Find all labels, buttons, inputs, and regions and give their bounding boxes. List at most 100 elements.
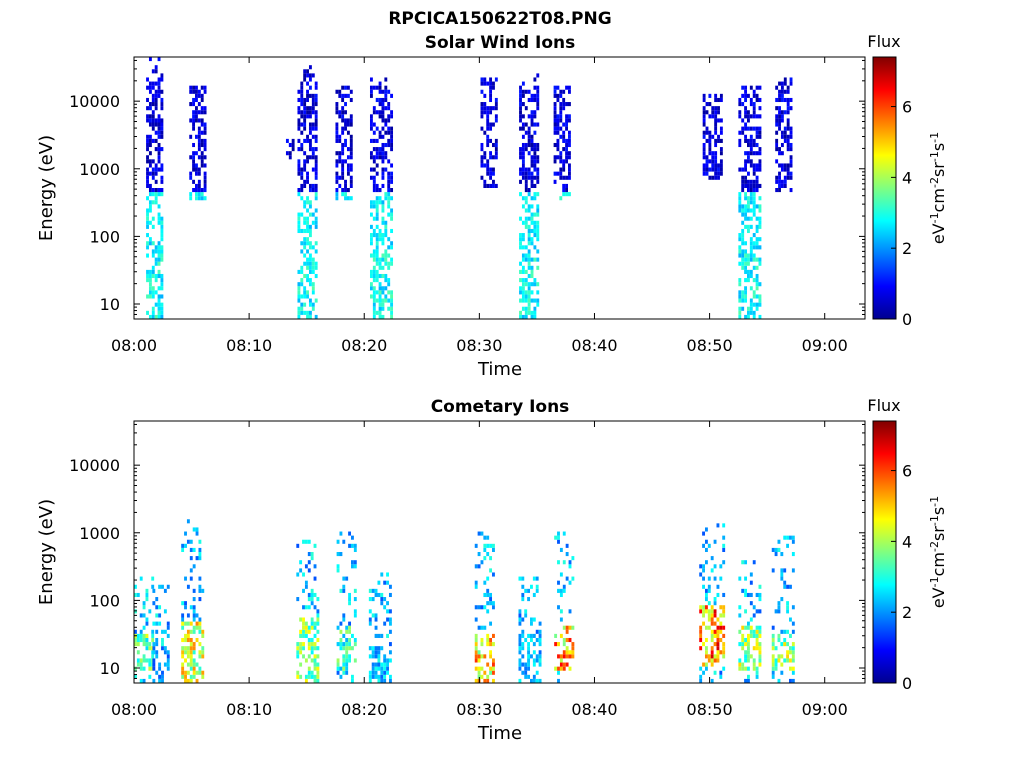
heatmap-cell — [197, 188, 201, 193]
heatmap-cell — [524, 89, 528, 94]
heatmap-cell — [311, 302, 315, 307]
heatmap-cell — [381, 118, 385, 123]
heatmap-cell — [369, 89, 373, 94]
heatmap-cell — [553, 126, 557, 131]
colorbar-tick-label: 0 — [902, 310, 912, 329]
heatmap-cell — [559, 617, 563, 622]
heatmap-cell — [342, 539, 346, 544]
heatmap-cell — [708, 175, 712, 180]
heatmap-cell — [744, 179, 748, 184]
heatmap-cell — [771, 637, 775, 643]
heatmap-cell — [378, 81, 382, 86]
heatmap-cell — [699, 625, 703, 630]
heatmap-cell — [705, 138, 709, 143]
heatmap-cell — [184, 601, 187, 606]
heatmap-cell — [758, 151, 762, 156]
heatmap-cell — [786, 543, 790, 548]
heatmap-cell — [780, 130, 784, 135]
heatmap-cell — [181, 670, 185, 675]
heatmap-cell — [372, 130, 376, 135]
heatmap-cell — [148, 122, 152, 127]
heatmap-cell — [744, 138, 748, 143]
heatmap-cell — [308, 114, 312, 119]
heatmap-cell — [134, 584, 137, 589]
heatmap-cell — [302, 642, 305, 647]
heatmap-cell — [139, 629, 143, 634]
heatmap-cell — [717, 118, 720, 123]
heatmap-cell — [146, 179, 149, 184]
heatmap-cell — [342, 633, 346, 638]
heatmap-cell — [527, 642, 531, 647]
heatmap-cell — [299, 629, 303, 634]
heatmap-cell — [303, 273, 307, 279]
heatmap-cell — [483, 155, 487, 160]
heatmap-cell — [752, 314, 756, 319]
heatmap-cell — [152, 658, 156, 663]
heatmap-cell — [160, 122, 164, 127]
heatmap-cell — [559, 588, 563, 593]
heatmap-cell — [521, 265, 525, 270]
heatmap-cell — [297, 306, 301, 311]
heatmap-cell — [699, 637, 703, 643]
heatmap-cell — [390, 179, 394, 184]
heatmap-cell — [483, 151, 487, 156]
heatmap-cell — [519, 310, 522, 315]
heatmap-cell — [752, 204, 756, 209]
heatmap-cell — [306, 73, 309, 78]
heatmap-cell — [381, 290, 385, 295]
heatmap-cell — [722, 543, 726, 548]
heatmap-cell — [747, 592, 750, 598]
heatmap-cell — [786, 175, 790, 180]
heatmap-cell — [711, 163, 715, 168]
heatmap-cell — [562, 192, 566, 197]
heatmap-cell — [161, 678, 164, 683]
heatmap-cell — [738, 167, 742, 172]
heatmap-cell — [521, 629, 525, 634]
heatmap-cell — [160, 314, 164, 319]
heatmap-cell — [381, 167, 385, 172]
heatmap-cell — [758, 257, 762, 262]
heatmap-cell — [557, 535, 560, 540]
heatmap-cell — [530, 617, 533, 622]
heatmap-cell — [494, 97, 498, 103]
heatmap-cell — [297, 290, 301, 295]
heatmap-cell — [152, 621, 156, 626]
heatmap-cell — [741, 183, 745, 188]
heatmap-cell — [556, 118, 560, 123]
heatmap-cell — [349, 134, 353, 139]
heatmap-cell — [154, 81, 158, 86]
x-tick-label: 08:10 — [226, 700, 272, 719]
heatmap-cell — [744, 208, 748, 213]
heatmap-cell — [530, 237, 534, 242]
heatmap-cell — [387, 159, 391, 164]
heatmap-cell — [314, 224, 318, 229]
heatmap-cell — [313, 605, 317, 610]
heatmap-cell — [154, 93, 158, 98]
heatmap-cell — [297, 314, 301, 319]
heatmap-cell — [390, 212, 394, 217]
heatmap-cell — [372, 273, 376, 279]
heatmap-cell — [316, 613, 320, 618]
heatmap-cell — [390, 257, 394, 262]
heatmap-cell — [747, 93, 750, 98]
heatmap-cell — [148, 200, 152, 205]
heatmap-cell — [559, 93, 563, 98]
heatmap-cell — [300, 147, 304, 152]
heatmap-cell — [300, 97, 304, 103]
heatmap-cell — [342, 654, 346, 659]
heatmap-cell — [375, 245, 379, 250]
heatmap-cell — [197, 138, 201, 143]
heatmap-cell — [157, 188, 161, 193]
heatmap-cell — [316, 666, 320, 671]
heatmap-cell — [556, 130, 560, 135]
heatmap-cell — [556, 97, 560, 103]
heatmap-cell — [527, 175, 531, 180]
heatmap-cell — [383, 666, 387, 671]
heatmap-cell — [311, 110, 315, 115]
heatmap-cell — [151, 286, 155, 291]
heatmap-cell — [780, 89, 784, 94]
heatmap-cell — [307, 568, 311, 573]
heatmap-cell — [518, 658, 522, 663]
heatmap-cell — [146, 233, 149, 238]
heatmap-cell — [741, 560, 745, 565]
